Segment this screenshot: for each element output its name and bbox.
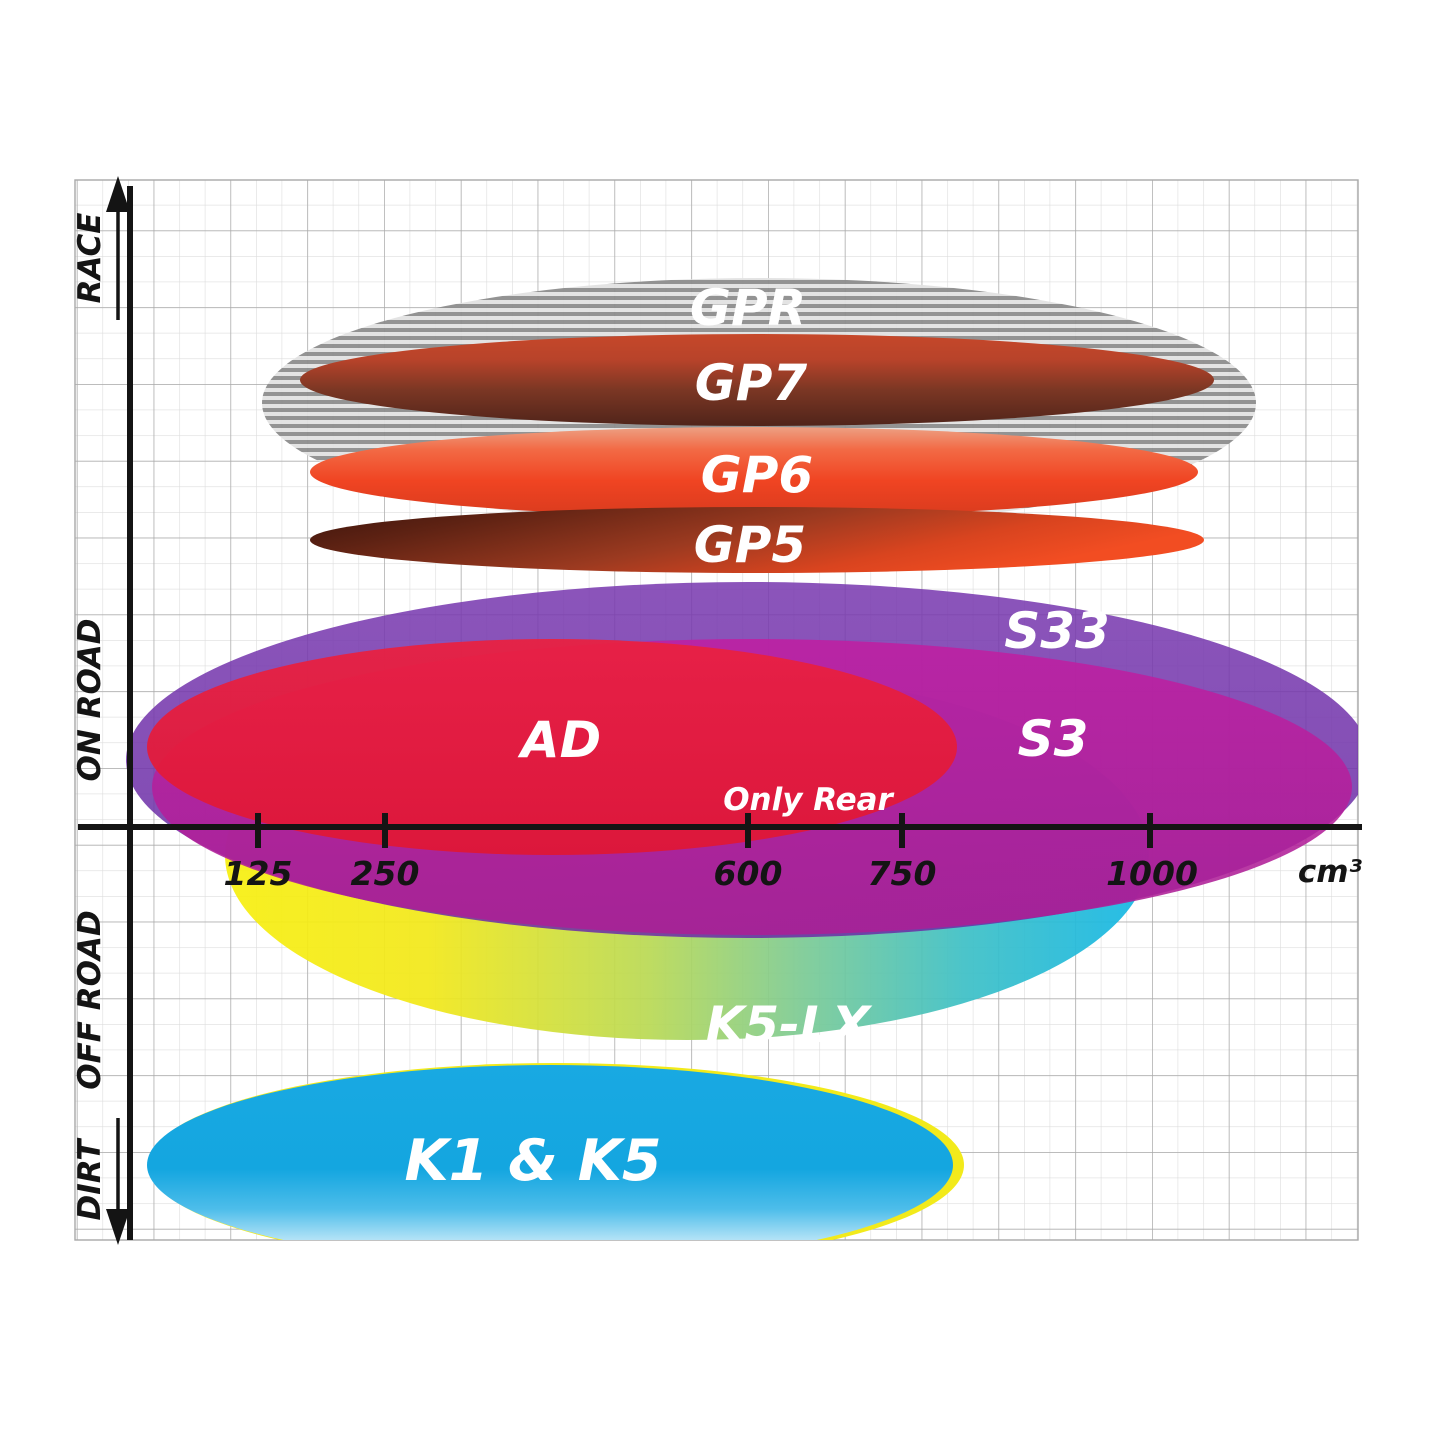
x-axis-tick-labels: 125 250 600 750 1000 cm³ <box>224 854 1363 893</box>
race-direction-arrow <box>106 176 130 320</box>
y-axis-category-labels: RACE ON ROAD OFF ROAD DIRT <box>72 213 108 1221</box>
y-label-off-road: OFF ROAD <box>72 910 108 1089</box>
series-ellipse-gp7[interactable] <box>300 334 1214 426</box>
dirt-direction-arrow <box>106 1118 130 1245</box>
x-axis-unit-label: cm³ <box>1298 854 1363 890</box>
series-label-gp7: GP7 <box>695 354 808 412</box>
series-label-ad: AD <box>517 711 601 769</box>
y-label-race: RACE <box>72 213 108 304</box>
series-label-gp5: GP5 <box>694 516 806 574</box>
series-label-s3: S3 <box>1018 710 1089 768</box>
series-ellipse-k1-k5[interactable] <box>147 1063 964 1267</box>
series-ellipse-gp5[interactable] <box>310 507 1204 573</box>
series-label-k1-k5: K1 & K5 <box>404 1128 661 1194</box>
chart-axes <box>78 176 1362 1245</box>
x-tick-label-125: 125 <box>224 854 293 893</box>
series-ellipse-ad[interactable] <box>147 639 957 855</box>
annotation-only-rear: Only Rear <box>723 782 894 818</box>
x-tick-label-250: 250 <box>351 854 420 893</box>
series-label-gpr: GPR <box>690 279 806 337</box>
y-label-on-road: ON ROAD <box>72 618 108 781</box>
y-label-dirt: DIRT <box>72 1137 108 1221</box>
x-tick-label-750: 750 <box>868 854 937 893</box>
chart-series-group <box>126 278 1358 1267</box>
series-label-gp6: GP6 <box>701 446 813 504</box>
series-labels: GPR GP7 GP6 GP5 S33 S3 AD Only Rear K5-L… <box>404 279 1109 1194</box>
x-tick-label-600: 600 <box>714 854 783 893</box>
series-label-k5lx: K5-LX <box>706 996 873 1054</box>
x-tick-label-1000: 1000 <box>1106 854 1198 893</box>
series-label-s33: S33 <box>1004 602 1110 660</box>
series-ellipse-gp6[interactable] <box>310 427 1198 517</box>
x-axis-ticks <box>255 813 1153 848</box>
